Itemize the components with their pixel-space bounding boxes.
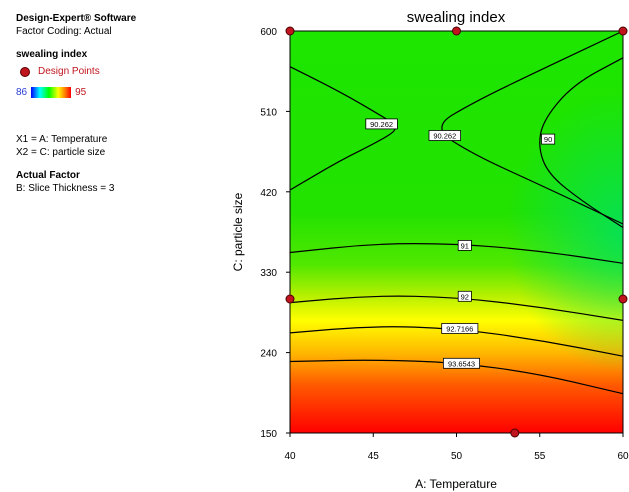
color-gradient-bar <box>31 87 72 98</box>
contour-label-box <box>441 323 479 334</box>
y-tick-label: 150 <box>260 429 277 440</box>
design-point <box>510 428 520 438</box>
response-title: swealing index <box>16 49 88 60</box>
contour-line <box>289 242 624 264</box>
y-axis: 150 240 330 420 510 600 <box>260 27 290 440</box>
plot-glow-right <box>290 31 623 433</box>
chart-title: swealing index <box>407 9 506 26</box>
x2-definition: X2 = C: particle size <box>16 147 106 158</box>
software-name: Design-Expert® Software <box>16 13 137 24</box>
x-tick-label: 50 <box>451 451 463 462</box>
y-axis-label: C: particle size <box>231 192 245 271</box>
contour-label-box <box>457 239 472 251</box>
scale-high-label: 95 <box>75 87 87 98</box>
x-tick-label: 40 <box>284 451 296 462</box>
actual-factor-value: B: Slice Thickness = 3 <box>16 183 115 194</box>
contour-label: 90.262 <box>433 132 456 141</box>
contour-label: 90 <box>544 135 552 144</box>
design-point-icon <box>20 66 30 77</box>
side-panel: Design-Expert® Software Factor Coding: A… <box>16 12 246 195</box>
contour-line <box>289 295 624 321</box>
actual-factor-title: Actual Factor <box>16 170 80 181</box>
contour-label: 92.7166 <box>446 325 473 334</box>
x-axis-label: A: Temperature <box>415 477 497 491</box>
x-tick-label: 45 <box>368 451 380 462</box>
scale-low-label: 86 <box>16 87 28 98</box>
design-point <box>285 294 295 304</box>
contour-label-box <box>541 133 556 145</box>
contour-labels: 90.262 90.262 90 91 92 92.7166 93.6543 <box>365 118 556 369</box>
design-point <box>618 294 628 304</box>
design-point <box>618 26 628 36</box>
y-tick-label: 510 <box>260 107 277 118</box>
x-tick-label: 60 <box>617 451 629 462</box>
contour-label-box <box>365 118 398 130</box>
factor-coding: Factor Coding: Actual <box>16 26 112 37</box>
contour-label: 93.6543 <box>448 359 475 368</box>
contour-label: 90.262 <box>370 120 393 129</box>
contour-label: 92 <box>461 292 469 301</box>
color-scale-legend: 86 95 <box>16 86 246 99</box>
contour-line <box>539 57 624 229</box>
design-point <box>285 26 295 36</box>
x-tick-label: 55 <box>534 451 546 462</box>
contour-line <box>441 30 624 225</box>
y-tick-label: 240 <box>260 349 277 360</box>
design-points-legend: Design Points <box>16 65 246 78</box>
y-tick-label: 420 <box>260 188 277 199</box>
design-points-label: Design Points <box>38 66 100 77</box>
design-points <box>285 26 628 438</box>
y-tick-label: 330 <box>260 268 277 279</box>
x-axis: 40 45 50 55 60 <box>284 433 629 462</box>
x1-definition: X1 = A: Temperature <box>16 134 108 145</box>
contour-label-box <box>428 130 462 141</box>
y-tick-label: 600 <box>260 27 277 38</box>
contour-label-box <box>442 357 480 369</box>
contour-label: 91 <box>461 241 469 250</box>
contour-label-box <box>457 290 472 302</box>
design-point <box>452 26 461 36</box>
